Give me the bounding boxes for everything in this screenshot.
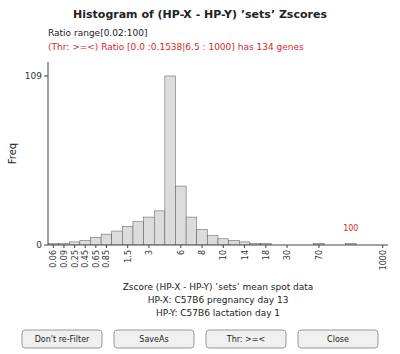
- annotation: (Thr: >=<) Ratio [0.0 :0.1538|6.5 : 1000…: [48, 42, 304, 52]
- title: Histogram of (HP-X - HP-Y) ’sets’ Zscore…: [73, 8, 327, 21]
- x-tick-label: 3: [145, 250, 154, 255]
- x-label: HP-Y: C57B6 lactation day 1: [156, 308, 280, 318]
- bar: [197, 229, 208, 245]
- y-tick: [44, 75, 48, 76]
- bar: [229, 240, 240, 245]
- button-label[interactable]: Close: [327, 335, 349, 344]
- button[interactable]: [22, 330, 102, 348]
- bar: [176, 186, 187, 245]
- bars: [48, 76, 356, 245]
- button-label[interactable]: SaveAs: [139, 335, 168, 344]
- bar: [186, 217, 197, 245]
- bar: [91, 237, 102, 245]
- bar: [154, 211, 165, 245]
- x-tick: [202, 245, 203, 248]
- x-tick: [180, 245, 181, 248]
- annotation: 100: [343, 224, 358, 233]
- x-tick: [53, 245, 54, 248]
- button[interactable]: [114, 330, 194, 348]
- x-label: Zscore (HP-X - HP-Y) ’sets’ mean spot da…: [123, 282, 314, 292]
- bar: [218, 239, 229, 245]
- x-tick-label: 1000: [379, 250, 388, 270]
- x-label: HP-X: C57B6 pregnancy day 13: [148, 295, 289, 305]
- x-tick-label: 1.5: [124, 250, 133, 263]
- bar: [133, 222, 144, 245]
- x-tick: [382, 245, 383, 248]
- bar: [144, 217, 155, 245]
- x-tick: [287, 245, 288, 248]
- bar: [112, 231, 123, 245]
- x-tick-label: 8: [198, 250, 207, 255]
- x-tick-label: 0.45: [81, 250, 90, 268]
- bar: [80, 240, 91, 245]
- bar: [122, 226, 133, 245]
- x-tick: [63, 245, 64, 248]
- x-tick-label: 14: [241, 250, 250, 260]
- y-tick: [44, 245, 48, 246]
- button[interactable]: [298, 330, 378, 348]
- bar: [165, 76, 176, 245]
- y-tick-label: 109: [25, 71, 42, 81]
- x-tick: [244, 245, 245, 248]
- y-tick-label: 0: [36, 240, 42, 250]
- x-tick: [318, 245, 319, 248]
- chart: Histogram of (HP-X - HP-Y) ’sets’ Zscore…: [0, 0, 400, 354]
- bar: [101, 234, 112, 245]
- x-tick-label: 0.09: [60, 250, 69, 268]
- x-tick: [127, 245, 128, 248]
- x-tick-label: 10: [219, 250, 228, 260]
- button[interactable]: [206, 330, 286, 348]
- x-tick: [95, 245, 96, 248]
- x-axis: [48, 245, 388, 246]
- x-tick-label: 6: [177, 250, 186, 255]
- x-tick-label: 0.25: [71, 250, 80, 268]
- x-tick: [265, 245, 266, 248]
- y-axis: [48, 62, 49, 245]
- x-tick-label: 0.65: [92, 250, 101, 268]
- button-label[interactable]: Thr: >=<: [226, 335, 265, 344]
- x-tick: [148, 245, 149, 248]
- x-tick-label: 18: [262, 250, 271, 260]
- y-label: Freq: [7, 143, 18, 164]
- button-label[interactable]: Don't re-Filter: [35, 335, 90, 344]
- x-tick-label: 30: [283, 250, 292, 260]
- x-tick-label: 0.06: [49, 250, 58, 268]
- annotation: Ratio range[0.02:100]: [48, 28, 147, 38]
- x-tick: [223, 245, 224, 248]
- x-tick: [85, 245, 86, 248]
- x-tick: [74, 245, 75, 248]
- x-tick-label: 70: [315, 250, 324, 260]
- x-tick: [106, 245, 107, 248]
- bar: [207, 236, 218, 245]
- x-tick-label: 0.85: [102, 250, 111, 268]
